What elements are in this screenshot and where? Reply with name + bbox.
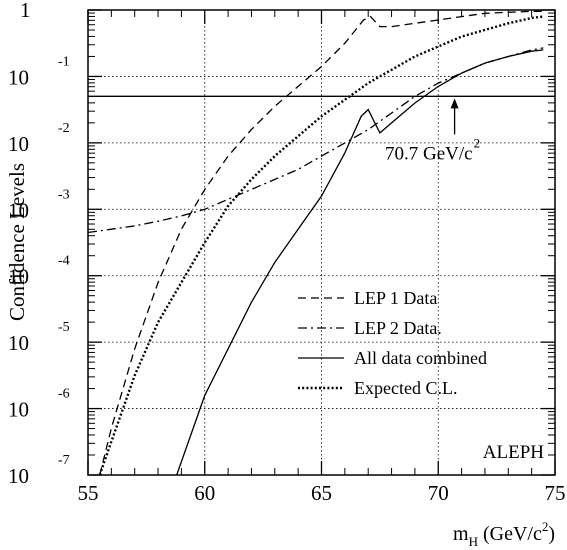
series-line-2 (88, 47, 544, 234)
y-tick-label: 10 (8, 398, 29, 422)
y-tick-label: 10 (8, 265, 29, 289)
y-tick-label-exponent: -2 (58, 121, 70, 136)
annotation: 70.7 GeV/c2 (385, 98, 480, 164)
y-tick-label: 10 (8, 198, 29, 222)
legend-label-1: LEP 1 Data (354, 288, 437, 308)
series-line-1 (99, 10, 544, 475)
x-tick-label: 75 (545, 481, 566, 505)
x-axis-label: mH (GeV/c2) (453, 519, 555, 549)
x-axis-label-unit-sup: 2 (542, 519, 549, 534)
y-axis-label: Confidence Levels (5, 163, 29, 321)
y-tick-label-exponent: -5 (58, 320, 70, 335)
legend-label-2: LEP 2 Data. (354, 318, 442, 338)
y-tick-label-exponent: -4 (58, 254, 70, 269)
x-axis-label-unit: (GeV/c (478, 523, 542, 545)
grid (88, 10, 555, 475)
y-tick-label: 1 (20, 0, 31, 22)
legend-label-4: Expected C.L. (354, 378, 457, 398)
series-layer (88, 10, 544, 475)
x-tick-label: 60 (194, 481, 215, 505)
x-tick-label: 70 (428, 481, 449, 505)
y-tick-label-exponent: -7 (58, 453, 70, 468)
x-tick-label: 65 (311, 481, 332, 505)
y-tick-label: 10 (8, 464, 29, 488)
series-line-3 (176, 49, 544, 475)
experiment-label: ALEPH (483, 442, 545, 463)
axis-ticks: 55 60 65 70 75 1 10 -1 10 -2 10 -3 10 -4 10 -5 10 -6 10 -7 (8, 0, 566, 505)
y-tick-label-exponent: -1 (58, 54, 70, 69)
x-axis-label-sub: H (469, 534, 478, 549)
x-tick-label: 55 (78, 481, 99, 505)
legend: LEP 1 Data LEP 2 Data. All data combined Ex… (298, 288, 487, 398)
y-tick-label: 10 (8, 132, 29, 156)
annotation-arrow-head (450, 98, 459, 109)
annotation-label: 70.7 GeV/c (385, 143, 473, 164)
y-tick-label-exponent: -3 (58, 187, 70, 202)
y-tick-label: 10 (8, 331, 29, 355)
y-tick-label: 10 (8, 65, 29, 89)
x-axis-label-main: m (453, 523, 469, 545)
series-line-4 (98, 15, 544, 475)
legend-label-3: All data combined (354, 348, 487, 368)
x-axis-label-unit-end: ) (548, 523, 555, 545)
annotation-label-superscript: 2 (474, 135, 481, 150)
y-tick-label-exponent: -6 (58, 387, 70, 402)
